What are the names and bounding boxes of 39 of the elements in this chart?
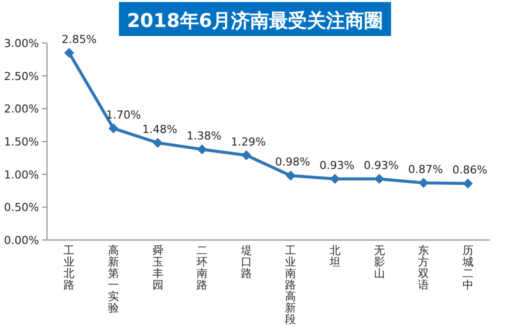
- x-tick-label: 无影山: [374, 245, 385, 280]
- y-tick-label: 2.00%: [4, 102, 39, 116]
- text: 0.86%: [452, 164, 488, 177]
- x-tick-label: 堤口路: [240, 245, 252, 280]
- point: [286, 170, 296, 181]
- text: 0.93%: [364, 158, 399, 172]
- x-tick-label: 二环南路: [196, 245, 208, 292]
- text: 1.70%: [106, 108, 141, 122]
- y-tick-label: 3.00%: [4, 37, 39, 50]
- y-tick-label: 0.50%: [4, 201, 39, 214]
- y-tick-label: 1.50%: [4, 136, 39, 148]
- point: [64, 48, 74, 58]
- x-tick-label: 工业南路高新段: [285, 245, 296, 326]
- point: [152, 138, 163, 148]
- text: 1.29%: [230, 135, 266, 148]
- text: 0.93%: [319, 158, 354, 172]
- text: 1.38%: [186, 129, 222, 142]
- x-tick-label: 工业北路: [64, 245, 75, 292]
- chart-title: 2018年6月济南最受关注商圈: [126, 10, 384, 32]
- point: [462, 178, 473, 189]
- x-tick-label: 高新第一实验: [108, 244, 119, 314]
- text: 1.48%: [142, 122, 178, 136]
- point: [108, 123, 118, 134]
- point: [241, 150, 252, 160]
- point: [330, 174, 340, 184]
- point: [418, 178, 429, 188]
- text: 0.98%: [275, 156, 310, 169]
- y-tick-label: 2.50%: [4, 70, 39, 83]
- point: [197, 144, 208, 154]
- text: 2.85%: [62, 32, 97, 46]
- y-tick-label: 0.00%: [4, 234, 39, 247]
- x-tick-label: 历城二中: [461, 245, 474, 292]
- title: 2018年6月济南最受关注商圈: [118, 2, 392, 36]
- x-tick-label: 东方双语: [418, 244, 430, 292]
- x-tick-label: 舜玉丰园: [152, 244, 164, 292]
- text: 0.87%: [408, 162, 444, 176]
- y-tick-label: 1.00%: [4, 168, 39, 182]
- x-tick-label: 北坦: [328, 244, 340, 268]
- point: [374, 174, 384, 184]
